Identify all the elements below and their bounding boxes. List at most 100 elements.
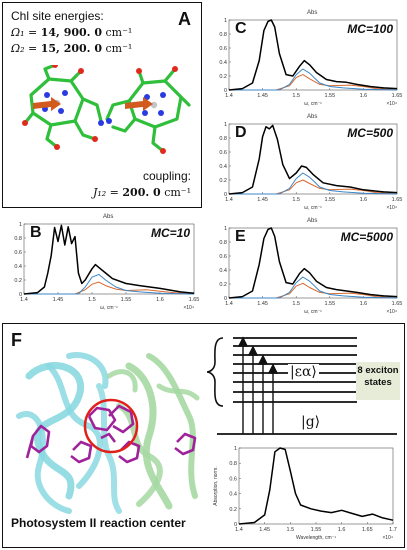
x-tick-label: 1.55	[324, 301, 335, 307]
panel-letter-c: C	[235, 20, 247, 37]
total-spectrum-line	[23, 224, 195, 295]
panel-a-letter: A	[178, 9, 191, 29]
j-label: J₁₂ =	[92, 186, 123, 199]
x-axis-exponent: ×10⁴	[382, 535, 393, 541]
plot-frame	[238, 447, 394, 525]
x-tick-label: 1.5	[88, 297, 96, 303]
x-tick-label: 1.6	[360, 301, 368, 307]
mc-annotation: MC=10	[150, 226, 190, 240]
x-tick-label: 1.5	[292, 301, 300, 307]
x-tick-label: 1.45	[257, 197, 268, 203]
chart-panel-c: 0 0.2 0.4 0.6 0.8 1 1.4 1.45 1.5 1.55 1.6 1.65 ω, cm…	[207, 8, 403, 112]
mc-annotation: MC=500	[347, 126, 393, 140]
total-spectrum-line	[228, 227, 398, 299]
y-tick-label: 0.6	[229, 476, 237, 482]
x-tick-label: 1.6	[338, 527, 346, 533]
x-tick-label: 1.65	[362, 527, 373, 533]
plot-frame	[23, 223, 195, 295]
x-tick-label: 1.55	[324, 93, 335, 99]
panel-f-caption: Photosystem II reaction center	[11, 516, 186, 530]
component-spectrum-line	[24, 281, 195, 295]
y-tick-label: 1	[224, 226, 227, 232]
total-spectrum-line	[238, 447, 394, 525]
y-tick-label: 0.2	[229, 507, 237, 513]
plot-title: Abs	[307, 114, 318, 120]
omega1-value: 14, 900. 0	[40, 26, 102, 39]
y-tick-label: 1	[224, 122, 227, 128]
j-unit: cm⁻¹	[164, 186, 191, 199]
x-tick-label: 1.6	[360, 93, 368, 99]
y-tick-label: 0	[224, 296, 227, 302]
y-tick-label: 0.4	[219, 268, 227, 274]
panel-f-box: F Photosystem II reaction center	[2, 323, 405, 548]
panel-letter-b: B	[30, 224, 42, 241]
omega2-line: Ω₂ = 15, 200. 0 cm⁻¹	[11, 42, 132, 55]
x-axis-label: ω, cm⁻¹	[100, 305, 118, 311]
y-tick-label: 0	[19, 292, 22, 298]
component-spectrum-line	[229, 74, 398, 91]
y-tick-label: 0	[224, 192, 227, 198]
omega1-line: Ω₁ = 14, 900. 0 cm⁻¹	[11, 26, 132, 39]
panel-f-letter: F	[11, 330, 22, 350]
x-tick-label: 1.4	[225, 301, 233, 307]
y-tick-label: 0.8	[219, 136, 227, 142]
x-tick-label: 1.6	[360, 197, 368, 203]
x-axis-exponent: ×10⁴	[183, 305, 194, 311]
chart-svg-d: 0 0.2 0.4 0.6 0.8 1 1.4 1.45 1.5 1.55 1.6 1.65 ω, cm…	[219, 122, 402, 211]
x-tick-label: 1.65	[392, 301, 403, 307]
x-tick-label: 1.5	[292, 93, 300, 99]
x-axis-label: ω, cm⁻¹	[304, 101, 322, 107]
coupling-line: J₁₂ = 200. 0 cm⁻¹	[93, 186, 191, 199]
y-tick-label: 0.6	[14, 250, 22, 256]
y-tick-label: 0	[234, 522, 237, 528]
y-tick-label: 0.2	[219, 282, 227, 288]
omega2-value: 15, 200. 0	[40, 42, 102, 55]
y-tick-label: 0.8	[219, 240, 227, 246]
y-tick-label: 0.4	[14, 264, 22, 270]
plot-title: Abs	[307, 218, 318, 224]
x-tick-label: 1.55	[311, 527, 322, 533]
plot-title: Abs	[307, 10, 318, 16]
x-tick-label: 1.65	[189, 297, 200, 303]
x-tick-label: 1.5	[287, 527, 295, 533]
y-tick-label: 0.6	[219, 254, 227, 260]
y-tick-label: 0	[224, 88, 227, 94]
x-tick-label: 1.4	[225, 197, 233, 203]
protein-structure-image	[16, 352, 200, 514]
component-spectrum-line	[229, 276, 398, 299]
total-spectrum-line	[228, 19, 398, 91]
chart-panel-d: 0 0.2 0.4 0.6 0.8 1 1.4 1.45 1.5 1.55 1.6 1.65 ω, cm…	[207, 112, 403, 216]
y-axis-label: Absorption, norm.	[213, 466, 219, 505]
panel-letter-d: D	[235, 124, 247, 141]
y-tick-label: 0.8	[14, 236, 22, 242]
y-tick-label: 1	[224, 18, 227, 24]
y-tick-label: 0.6	[219, 150, 227, 156]
y-tick-label: 0.6	[219, 46, 227, 52]
component-spectrum-line	[229, 172, 398, 195]
x-tick-label: 1.4	[235, 527, 243, 533]
component-spectrum-line	[229, 282, 398, 299]
chart-panel-b: 0 0.2 0.4 0.6 0.8 1 1.4 1.45 1.5 1.55 1.6 1.65 ω, cm…	[2, 212, 200, 316]
y-tick-label: 0.8	[219, 32, 227, 38]
x-tick-label: 1.45	[257, 301, 268, 307]
x-tick-label: 1.45	[259, 527, 270, 533]
omega2-label: Ω₂ =	[11, 42, 41, 55]
component-spectrum-line	[229, 179, 398, 195]
omega1-label: Ω₁ =	[11, 26, 41, 39]
x-tick-label: 1.4	[20, 297, 28, 303]
plot-frame	[228, 19, 398, 91]
y-tick-label: 1	[234, 446, 237, 452]
total-spectrum-line	[228, 124, 398, 195]
x-tick-label: 1.65	[392, 93, 403, 99]
x-tick-label: 1.55	[121, 297, 132, 303]
x-tick-label: 1.6	[156, 297, 164, 303]
site-energies-heading: Chl site energies:	[11, 9, 104, 23]
y-tick-label: 0.8	[229, 461, 237, 467]
j-value: 200. 0	[122, 186, 161, 199]
y-tick-label: 0.2	[14, 278, 22, 284]
x-axis-label: Wavelength, cm⁻¹	[296, 535, 336, 541]
chart-svg-b: 0 0.2 0.4 0.6 0.8 1 1.4 1.45 1.5 1.55 1.6 1.65 ω, cm…	[14, 222, 200, 311]
exciton-manifold-brace	[207, 337, 224, 407]
panel-letter-e: E	[235, 228, 246, 245]
x-tick-label: 1.45	[257, 93, 268, 99]
